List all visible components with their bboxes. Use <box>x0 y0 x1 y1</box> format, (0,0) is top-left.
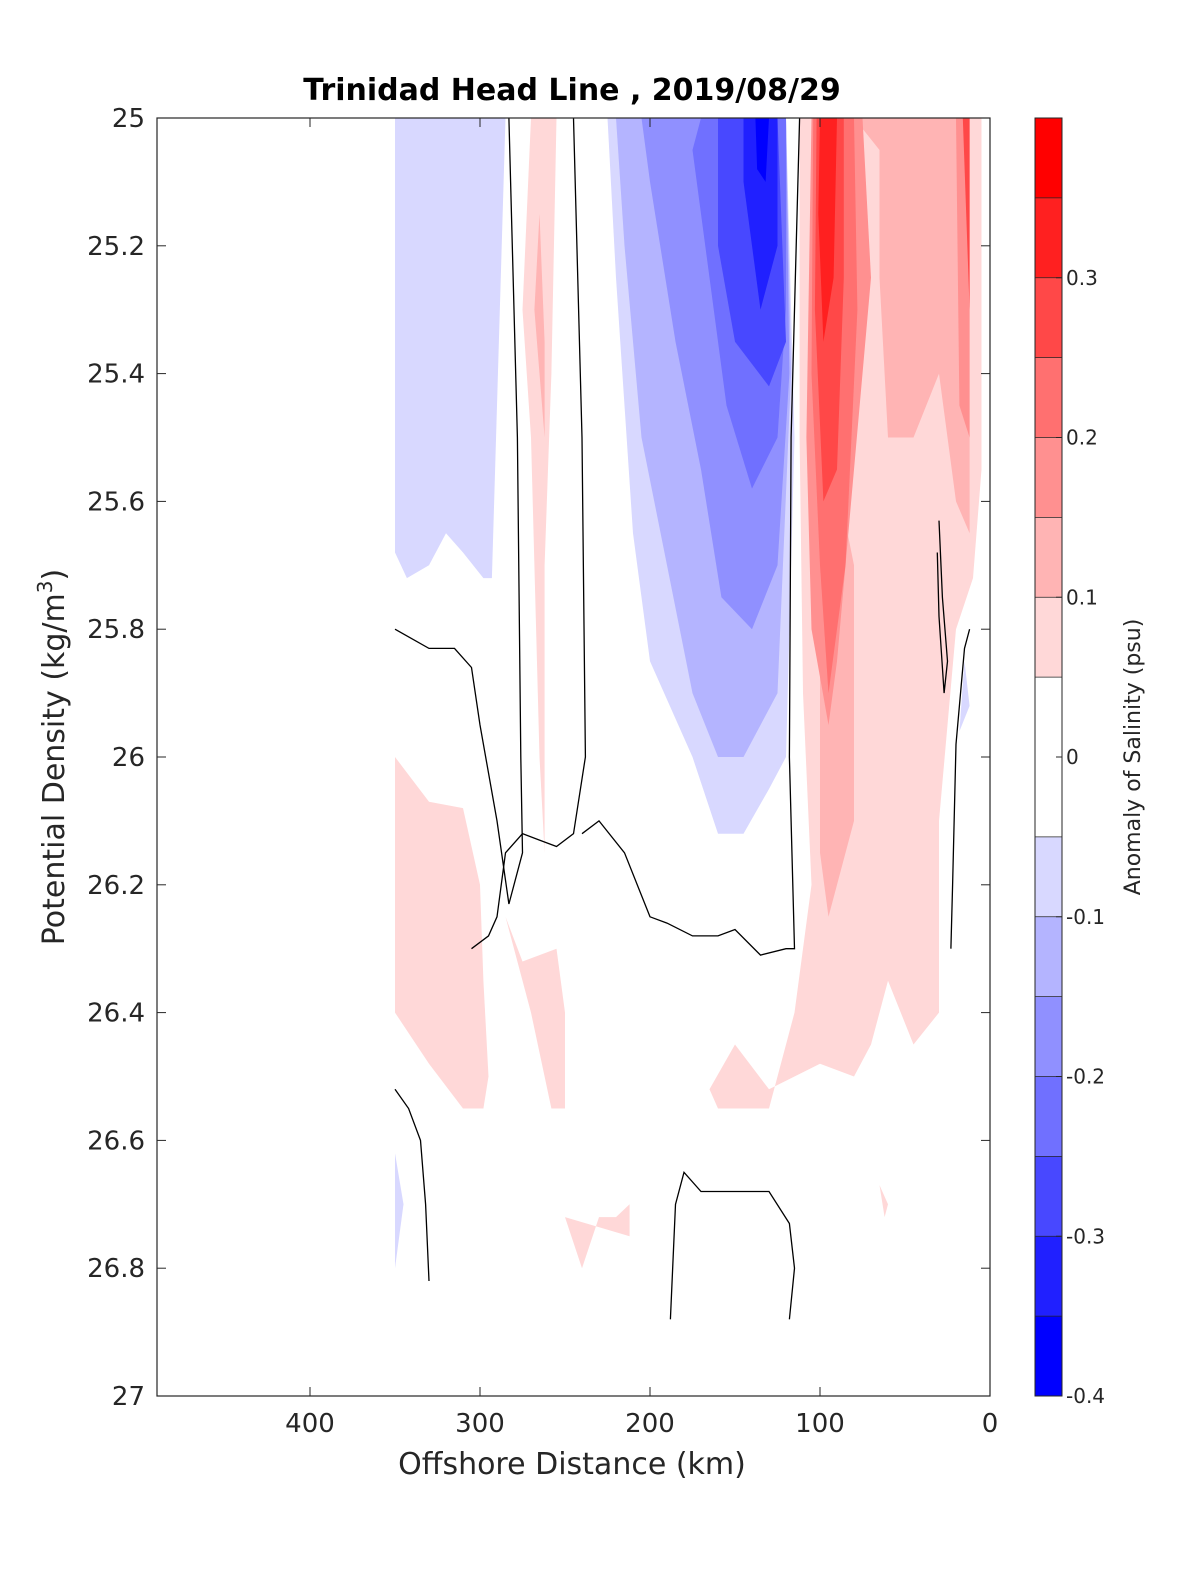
y-tick-label: 26.6 <box>87 1126 145 1156</box>
colorbar-label: Anomaly of Salinity (psu) <box>1121 619 1146 896</box>
x-tick-label: 400 <box>285 1409 335 1439</box>
anomaly-region-15 <box>522 118 557 853</box>
x-axis: 400 300 200 100 0 <box>285 118 998 1439</box>
colorbar-tick-label: 0.3 <box>1066 266 1098 290</box>
colorbar-tick-label: -0.4 <box>1066 1384 1105 1408</box>
colorbar-swatch <box>1035 517 1062 598</box>
anomaly-region-11 <box>743 118 778 310</box>
anomaly-region-28 <box>879 1185 888 1218</box>
anomaly-region-12 <box>755 118 769 182</box>
x-tick-label: 100 <box>795 1409 845 1439</box>
y-tick-label: 26.8 <box>87 1254 145 1284</box>
y-tick-label: 27 <box>112 1382 145 1412</box>
colorbar-tick-label: -0.2 <box>1066 1065 1105 1089</box>
chart-title: Trinidad Head Line , 2019/08/29 <box>303 73 840 108</box>
colorbar-tick-label: 0 <box>1066 745 1079 769</box>
anomaly-region-17 <box>395 757 489 1109</box>
x-axis-label: Offshore Distance (km) <box>398 1447 746 1482</box>
colorbar-tick-label: 0.1 <box>1066 585 1098 609</box>
colorbar-swatch <box>1035 357 1062 438</box>
y-tick-label: 25.8 <box>87 615 145 645</box>
zero-contour-4 <box>950 629 971 949</box>
anomaly-region-5 <box>395 118 506 579</box>
colorbar-swatch <box>1035 916 1062 997</box>
y-tick-label: 26.2 <box>87 871 145 901</box>
y-axis-label: Potential Density (kg/m3) <box>33 569 72 945</box>
colorbar-ticks: -0.4 -0.3 -0.2 -0.1 0 0.1 0.2 0.3 <box>1056 266 1105 1408</box>
y-tick-label: 25.4 <box>87 360 145 390</box>
anomaly-region-19 <box>565 1204 630 1269</box>
zero-contour-3 <box>936 520 949 694</box>
zero-contour-layer <box>394 118 971 1320</box>
x-tick-label: 200 <box>625 1409 675 1439</box>
colorbar-swatch <box>1035 1316 1062 1396</box>
colorbar-swatch <box>1035 996 1062 1077</box>
anomaly-region-27 <box>962 118 970 310</box>
colorbar-tick-label: 0.2 <box>1066 426 1098 450</box>
y-tick-label: 26.4 <box>87 999 145 1029</box>
anomaly-region-21 <box>811 118 970 917</box>
colorbar-swatch <box>1035 1236 1062 1317</box>
colorbar-swatch <box>1035 1076 1062 1157</box>
colorbar-swatch <box>1035 437 1062 518</box>
colorbar-swatch <box>1035 197 1062 278</box>
colorbar-swatch <box>1035 1156 1062 1237</box>
zero-contour-1 <box>471 118 587 950</box>
colorbar-tick-label: -0.1 <box>1066 905 1105 929</box>
colorbar-swatch <box>1035 118 1062 198</box>
anomaly-region-18 <box>505 916 565 1109</box>
colorbar <box>1035 118 1062 1396</box>
zero-contour-6 <box>669 1170 796 1320</box>
anomaly-region-14 <box>959 661 970 732</box>
x-tick-label: 300 <box>455 1409 505 1439</box>
y-axis-label-superscript: 3 <box>33 580 57 593</box>
zero-contour-5 <box>394 1088 430 1282</box>
x-tick-label: 0 <box>982 1409 999 1439</box>
y-tick-label: 25.6 <box>87 487 145 517</box>
anomaly-region-16 <box>534 213 545 438</box>
y-tick-label: 26 <box>112 743 145 773</box>
anomaly-region-13 <box>395 1153 404 1269</box>
colorbar-swatch <box>1035 597 1062 678</box>
anomaly-fill-layer <box>395 118 982 1269</box>
anomaly-region-25 <box>818 118 837 342</box>
zero-contour-2 <box>581 118 801 956</box>
colorbar-swatch <box>1035 277 1062 358</box>
colorbar-tick-label: -0.3 <box>1066 1224 1105 1248</box>
y-axis-label-main: Potential Density (kg/m <box>37 593 72 945</box>
y-tick-label: 25.2 <box>87 232 145 262</box>
y-axis-label-end: ) <box>37 569 72 581</box>
colorbar-swatch <box>1035 836 1062 917</box>
y-axis: 25 25.2 25.4 25.6 25.8 26 26.2 26.4 26.6 26.8 27 <box>87 104 990 1412</box>
zero-contour-0 <box>394 118 524 905</box>
y-tick-label: 25 <box>112 104 145 134</box>
